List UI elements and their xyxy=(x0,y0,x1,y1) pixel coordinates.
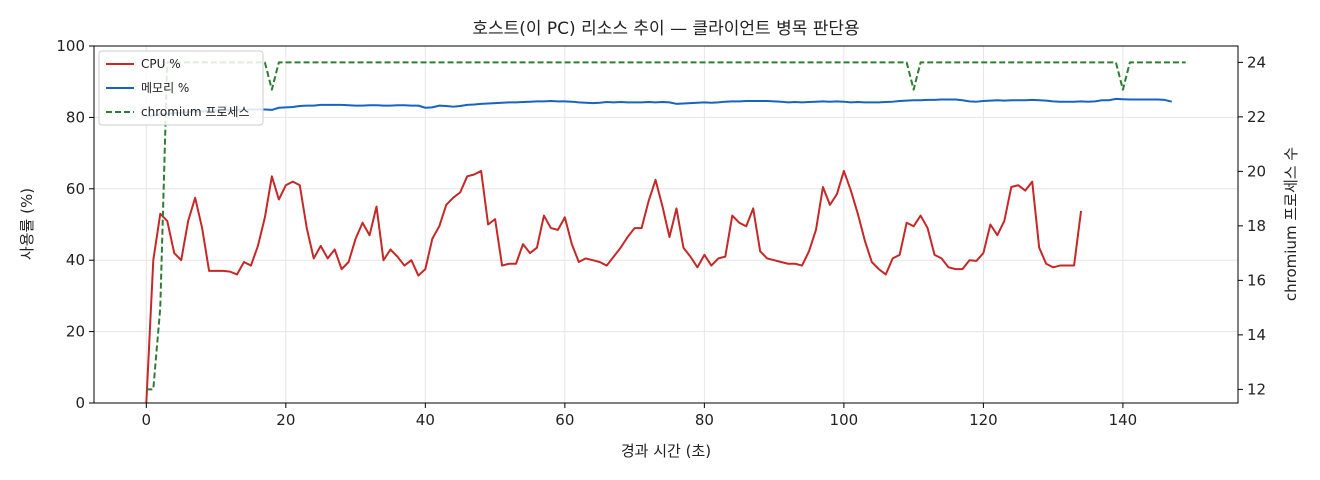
chart-title: 호스트(이 PC) 리소스 추이 — 클라이언트 병목 판단용 xyxy=(472,19,859,39)
y-tick-label: 40 xyxy=(66,251,85,269)
legend-label-cpu: CPU % xyxy=(141,57,181,71)
legend-label-memory: 메모리 % xyxy=(141,81,189,95)
x-axis-title: 경과 시간 (초) xyxy=(621,442,711,460)
chromium-process-series-line xyxy=(146,61,1186,391)
y2-axis-title: chromium 프로세스 수 xyxy=(1282,147,1300,301)
y2-axis-ticks: 12 14 16 18 20 22 24 xyxy=(1238,53,1266,398)
memory-series-line xyxy=(146,97,1172,118)
y2-tick-label: 22 xyxy=(1247,108,1266,126)
y-tick-label: 60 xyxy=(66,180,85,198)
series-layer xyxy=(145,61,1186,404)
x-tick-label: 20 xyxy=(276,411,295,429)
y-tick-label: 0 xyxy=(75,394,85,412)
x-tick-label: 100 xyxy=(830,411,859,429)
legend-label-chromium: chromium 프로세스 xyxy=(141,105,250,119)
cpu-series-line xyxy=(145,169,1083,404)
y-tick-label: 20 xyxy=(66,323,85,341)
x-tick-label: 120 xyxy=(969,411,998,429)
y2-tick-label: 16 xyxy=(1247,271,1266,289)
y2-tick-label: 12 xyxy=(1247,380,1266,398)
legend: CPU % 메모리 % chromium 프로세스 xyxy=(98,50,264,126)
y2-tick-label: 24 xyxy=(1247,53,1266,71)
x-tick-label: 140 xyxy=(1109,411,1138,429)
y-axis-ticks: 0 20 40 60 80 100 xyxy=(56,37,94,412)
x-tick-label: 40 xyxy=(416,411,435,429)
legend-box xyxy=(98,50,264,126)
y-tick-label: 80 xyxy=(66,108,85,126)
x-axis-ticks: 0 20 40 60 80 100 120 140 xyxy=(142,403,1138,429)
y2-tick-label: 20 xyxy=(1247,162,1266,180)
y-axis-title: 사용률 (%) xyxy=(18,188,36,260)
plot-frame xyxy=(93,45,1239,404)
x-tick-label: 60 xyxy=(555,411,574,429)
y2-tick-label: 14 xyxy=(1247,326,1266,344)
y2-tick-label: 18 xyxy=(1247,217,1266,235)
x-tick-label: 80 xyxy=(695,411,714,429)
y-tick-label: 100 xyxy=(56,37,85,55)
x-tick-label: 0 xyxy=(142,411,152,429)
